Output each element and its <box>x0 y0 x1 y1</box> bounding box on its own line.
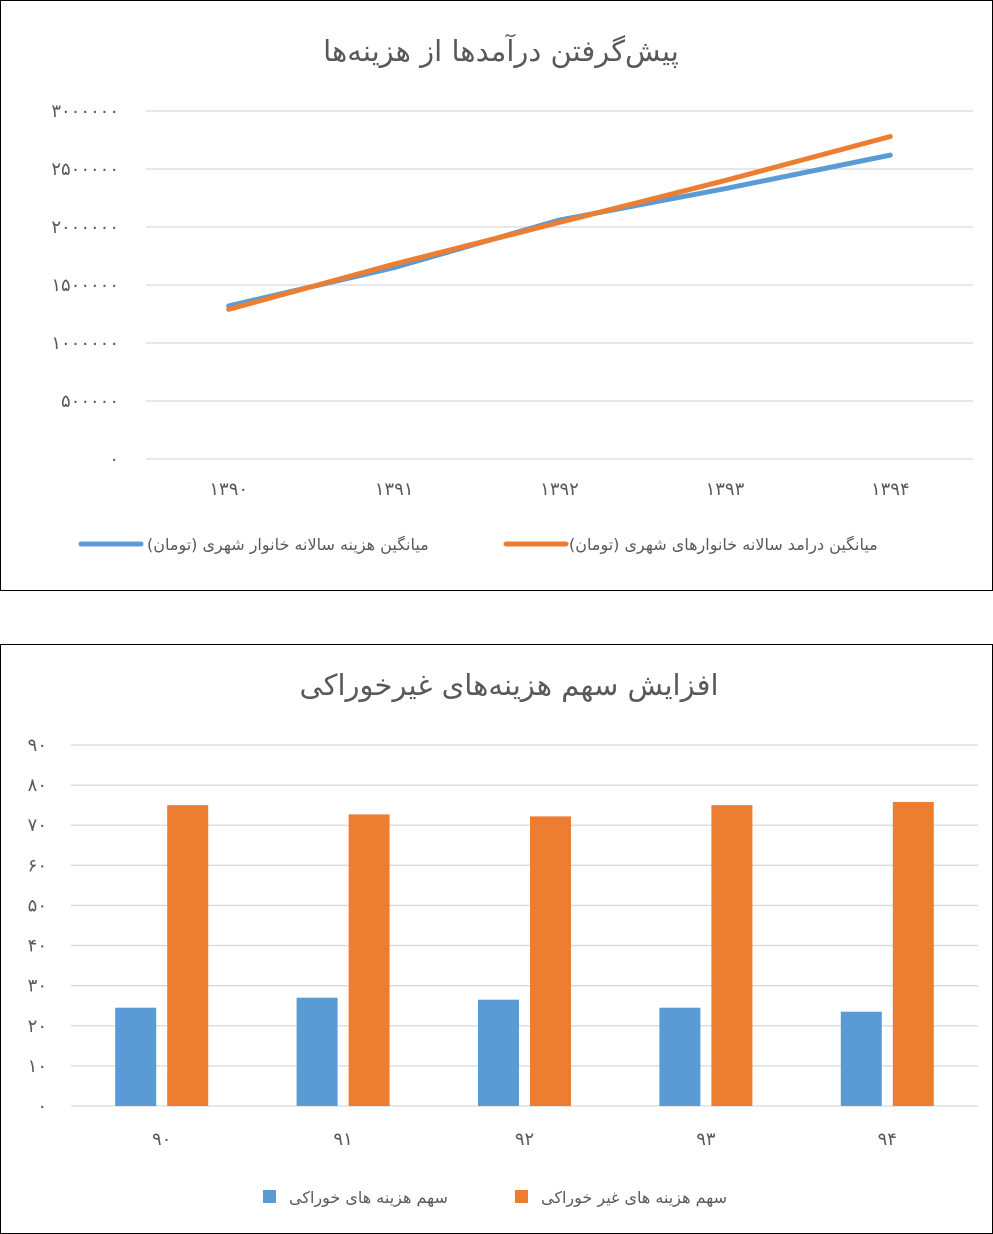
y-tick-label: ۰ <box>109 449 119 470</box>
y-tick-label: ۰ <box>37 1096 47 1117</box>
x-tick-label: ۱۳۹۳ <box>706 479 745 500</box>
y-tick-label: ۱۵۰۰۰۰۰ <box>51 275 119 296</box>
line-chart-panel: پیش‌گرفتن درآمدها از هزینه‌ها ۰ ۵۰۰۰۰۰ ۱۰۰… <box>0 0 993 591</box>
bar-series-2 <box>711 805 753 1106</box>
bar-series-1 <box>840 1011 882 1106</box>
y-tick-label: ۳۰ <box>28 976 47 997</box>
bar-series-2 <box>530 816 571 1106</box>
x-tick-label: ۱۳۹۱ <box>375 479 414 500</box>
y-tick-label: ۵۰۰۰۰۰ <box>61 391 119 412</box>
bar-chart-panel: افزایش سهم هزینه‌های غیرخوراکی ۰ ۱۰ ۲۰ ۳۰ ۴۰… <box>0 644 993 1234</box>
x-tick-label: ۱۳۹۰ <box>209 479 248 500</box>
x-tick-label: ۹۱ <box>333 1129 352 1150</box>
bar-series-2 <box>892 801 934 1106</box>
y-tick-label: ۷۰ <box>28 815 47 836</box>
legend-label: سهم هزینه های خوراکی <box>289 1188 448 1208</box>
y-tick-label: ۲۰ <box>28 1016 47 1037</box>
bar-series-1 <box>659 1007 701 1106</box>
bar-series-1 <box>115 1007 157 1106</box>
y-tick-label: ۲۰۰۰۰۰۰ <box>51 217 119 238</box>
x-tick-label: ۹۳ <box>696 1129 716 1150</box>
y-tick-label: ۳۰۰۰۰۰۰ <box>51 101 119 122</box>
x-tick-label: ۹۰ <box>152 1129 171 1150</box>
y-tick-label: ۱۰۰۰۰۰۰ <box>51 333 119 354</box>
legend-swatch <box>515 1190 528 1203</box>
chart-title: پیش‌گرفتن درآمدها از هزینه‌ها <box>323 33 679 69</box>
line-chart: پیش‌گرفتن درآمدها از هزینه‌ها ۰ ۵۰۰۰۰۰ ۱۰۰… <box>51 33 973 555</box>
x-tick-label: ۱۳۹۲ <box>540 479 579 500</box>
legend-swatch <box>263 1190 276 1203</box>
legend-label: سهم هزینه های غیر خوراکی <box>541 1188 727 1208</box>
y-tick-label: ۸۰ <box>28 775 47 796</box>
y-tick-label: ۱۰ <box>28 1056 47 1077</box>
bar-series-2 <box>167 805 209 1106</box>
x-tick-label: ۱۳۹۴ <box>871 479 910 500</box>
bar-chart: افزایش سهم هزینه‌های غیرخوراکی ۰ ۱۰ ۲۰ ۳۰ ۴۰… <box>28 668 978 1208</box>
y-tick-label: ۶۰ <box>28 855 47 876</box>
legend-label: میانگین هزینه سالانه خانوار شهری (تومان) <box>147 535 429 555</box>
bar-series-2 <box>348 814 390 1106</box>
x-tick-label: ۹۴ <box>878 1129 897 1150</box>
bar-series-1 <box>478 999 519 1106</box>
bar-series-1 <box>296 997 338 1106</box>
legend-label: میانگین درامد سالانه خانوارهای شهری (توم… <box>569 535 878 555</box>
y-tick-label: ۵۰ <box>28 895 47 916</box>
y-tick-label: ۴۰ <box>28 936 47 957</box>
chart-title: افزایش سهم هزینه‌های غیرخوراکی <box>300 668 719 703</box>
series-line-2 <box>226 134 893 312</box>
y-tick-label: ۲۵۰۰۰۰۰ <box>51 159 119 180</box>
y-tick-label: ۹۰ <box>28 735 47 756</box>
x-tick-label: ۹۲ <box>515 1129 534 1150</box>
